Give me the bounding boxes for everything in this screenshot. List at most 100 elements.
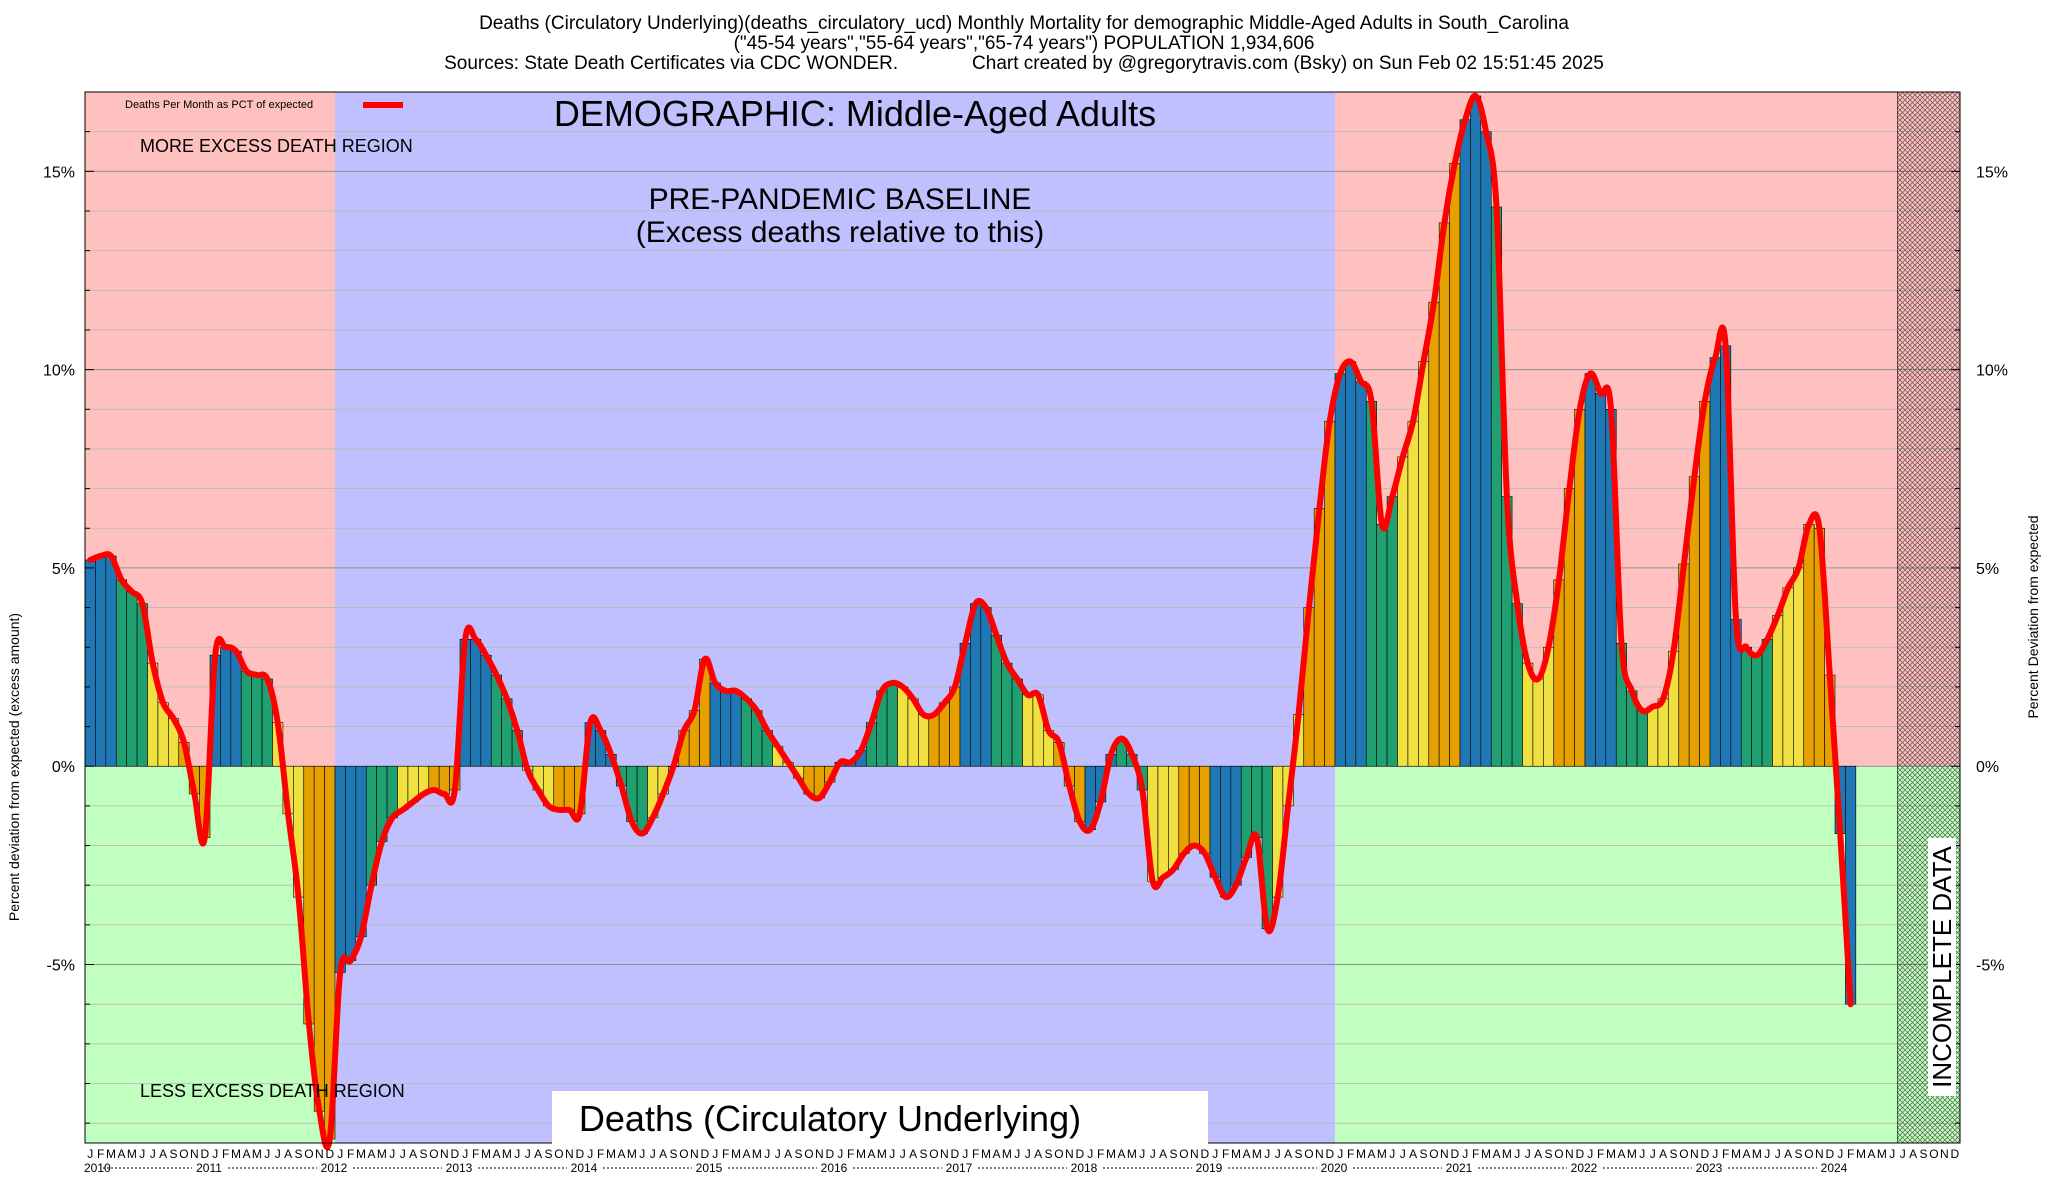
month-tick-label: M <box>627 1147 637 1161</box>
month-tick-label: J <box>337 1147 343 1161</box>
month-tick-label: S <box>795 1147 803 1161</box>
month-tick-label: J <box>837 1147 843 1161</box>
chart-title: DEMOGRAPHIC: Middle-Aged Adults <box>554 93 1156 134</box>
month-tick-label: S <box>1920 1147 1928 1161</box>
bar <box>1532 678 1544 767</box>
bar <box>1386 496 1398 767</box>
bar <box>480 654 492 767</box>
bar <box>470 639 482 767</box>
month-tick-label: N <box>315 1147 324 1161</box>
bar <box>553 765 565 811</box>
month-tick-label: O <box>1679 1147 1688 1161</box>
month-tick-label: N <box>1940 1147 1949 1161</box>
month-tick-label: J <box>1014 1147 1020 1161</box>
bar <box>1709 357 1721 767</box>
month-tick-label: J <box>264 1147 270 1161</box>
year-tick-label: 2015 <box>696 1161 723 1175</box>
bar <box>636 765 648 834</box>
bar <box>928 714 940 767</box>
bar <box>1251 765 1263 838</box>
month-tick-label: M <box>1356 1147 1366 1161</box>
month-tick-label: F <box>1597 1147 1604 1161</box>
month-tick-label: J <box>1889 1147 1895 1161</box>
bar <box>1480 131 1492 767</box>
background-regions <box>85 92 1960 1143</box>
bar <box>740 698 752 767</box>
month-tick-label: S <box>420 1147 428 1161</box>
month-tick-label: J <box>150 1147 156 1161</box>
month-tick-label: A <box>1659 1147 1667 1161</box>
month-tick-label: M <box>1127 1147 1137 1161</box>
month-tick-label: O <box>1804 1147 1813 1161</box>
month-tick-label: O <box>1429 1147 1438 1161</box>
month-tick-label: N <box>1440 1147 1449 1161</box>
month-tick-label: D <box>1200 1147 1209 1161</box>
month-tick-label: A <box>1867 1147 1875 1161</box>
less-excess-label: LESS EXCESS DEATH REGION <box>140 1081 405 1101</box>
bar <box>720 690 732 767</box>
year-tick-label: 2018 <box>1071 1161 1098 1175</box>
month-tick-label: N <box>1065 1147 1074 1161</box>
month-tick-label: M <box>606 1147 616 1161</box>
month-tick-label: M <box>1377 1147 1387 1161</box>
month-tick-label: S <box>170 1147 178 1161</box>
bar <box>1407 420 1419 767</box>
month-tick-label: J <box>275 1147 281 1161</box>
month-tick-label: N <box>1190 1147 1199 1161</box>
bar <box>1699 401 1711 767</box>
month-tick-label: J <box>900 1147 906 1161</box>
month-tick-label: J <box>462 1147 468 1161</box>
month-tick-label: A <box>1034 1147 1042 1161</box>
month-tick-label: O <box>304 1147 313 1161</box>
legend-label: Deaths Per Month as PCT of expected <box>125 99 313 111</box>
month-tick-label: J <box>1712 1147 1718 1161</box>
month-tick-label: M <box>1752 1147 1762 1161</box>
bar <box>1011 678 1023 767</box>
month-tick-label: J <box>1900 1147 1906 1161</box>
month-tick-label: N <box>815 1147 824 1161</box>
bottom-label-box <box>552 1091 1208 1145</box>
month-tick-label: D <box>325 1147 334 1161</box>
month-tick-label: O <box>1554 1147 1563 1161</box>
month-tick-label: A <box>1492 1147 1500 1161</box>
month-tick-label: A <box>1159 1147 1167 1161</box>
y-tick-label-right: 0% <box>1976 759 1999 776</box>
month-tick-label: N <box>1690 1147 1699 1161</box>
month-tick-label: J <box>1639 1147 1645 1161</box>
month-tick-label: F <box>1847 1147 1854 1161</box>
header-line-3: Sources: State Death Certificates via CD… <box>444 53 1604 74</box>
bar <box>313 765 325 1112</box>
bar <box>1376 523 1388 767</box>
month-tick-label: F <box>347 1147 354 1161</box>
month-tick-label: O <box>1929 1147 1938 1161</box>
bar <box>1355 381 1367 767</box>
month-tick-label: A <box>909 1147 917 1161</box>
y-tick-label-left: 0% <box>52 759 75 776</box>
bar <box>1001 662 1013 767</box>
month-tick-label: A <box>1117 1147 1125 1161</box>
header-line-2: ("45-54 years","55-64 years","65-74 year… <box>733 33 1315 54</box>
month-tick-label: J <box>650 1147 656 1161</box>
month-tick-label: M <box>1231 1147 1241 1161</box>
bar <box>730 690 742 767</box>
month-tick-label: N <box>1815 1147 1824 1161</box>
month-tick-label: O <box>929 1147 938 1161</box>
bar <box>397 765 409 811</box>
month-tick-label: S <box>920 1147 928 1161</box>
bar <box>1459 119 1471 767</box>
month-tick-label: M <box>252 1147 262 1161</box>
month-tick-label: D <box>1575 1147 1584 1161</box>
month-tick-label: F <box>1472 1147 1479 1161</box>
month-tick-label: S <box>1295 1147 1303 1161</box>
bar <box>1574 408 1586 767</box>
bar <box>428 765 440 791</box>
bar <box>1397 456 1409 767</box>
y-tick-label-right: 15% <box>1976 164 2008 181</box>
month-tick-label: S <box>1170 1147 1178 1161</box>
month-tick-label: J <box>1389 1147 1395 1161</box>
bar <box>990 635 1002 767</box>
month-tick-label: S <box>1670 1147 1678 1161</box>
month-tick-label: A <box>1242 1147 1250 1161</box>
month-tick-label: F <box>97 1147 104 1161</box>
